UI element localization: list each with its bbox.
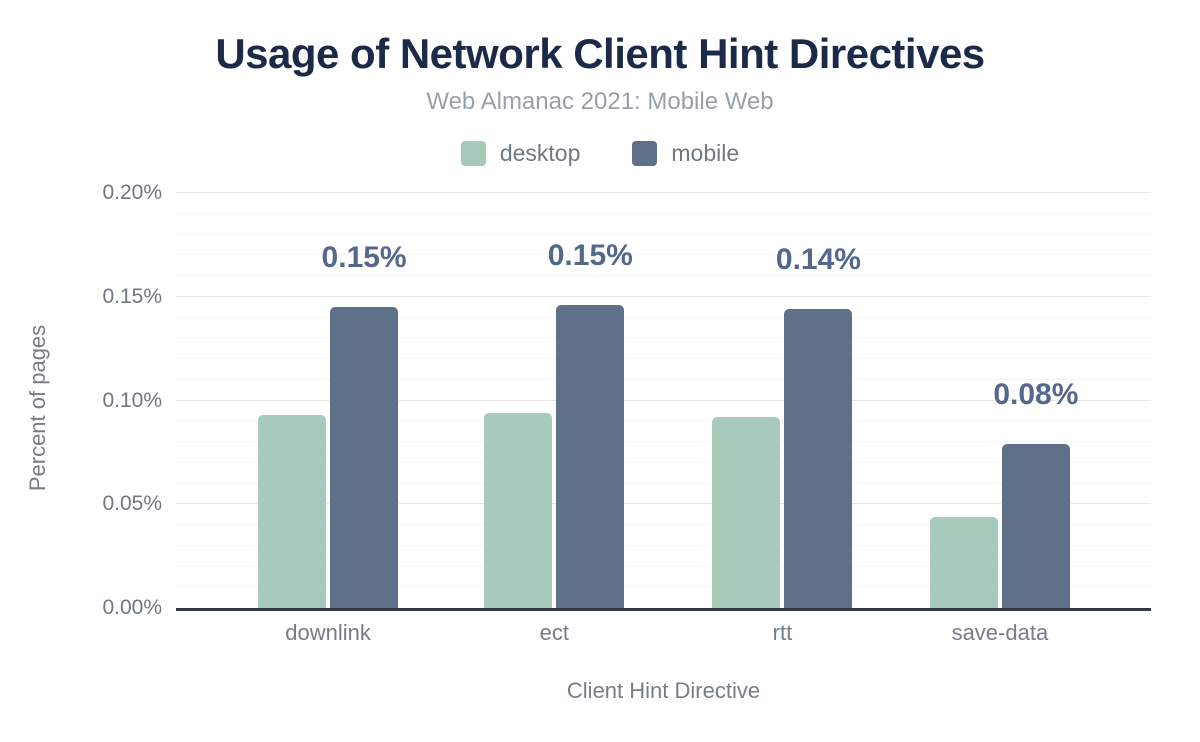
gridline (176, 316, 1151, 318)
legend-swatch-desktop-icon (460, 140, 486, 166)
bar-desktop-downlink[interactable] (258, 415, 327, 608)
y-tick-label: 0.00% (102, 596, 162, 619)
gridline (176, 461, 1151, 463)
bar-desktop-rtt[interactable] (712, 417, 781, 608)
gridline (176, 254, 1151, 256)
gridline (176, 482, 1151, 484)
legend: desktop mobile (0, 138, 1200, 168)
gridline (176, 192, 1151, 193)
y-tick-label: 0.05% (102, 492, 162, 516)
chart-title: Usage of Network Client Hint Directives (215, 30, 985, 77)
gridline (176, 358, 1151, 359)
bar-mobile-save-data[interactable] (1001, 444, 1070, 608)
bar-desktop-save-data[interactable] (929, 516, 998, 608)
gridline (176, 275, 1151, 276)
gridline (176, 420, 1151, 422)
legend-item-mobile[interactable]: mobile (632, 140, 739, 167)
plot-area: 0.15% 0.15% 0.14% 0.08% (176, 192, 1151, 611)
gridline (176, 503, 1151, 505)
value-label-mobile-save-data: 0.08% (993, 378, 1079, 412)
gridline (176, 441, 1151, 442)
x-tick-label-downlink: downlink (285, 620, 371, 645)
gridline (176, 233, 1151, 235)
gridline (176, 524, 1151, 525)
gridline (176, 565, 1151, 567)
x-axis-title: Client Hint Directive (566, 678, 761, 703)
legend-label-mobile: mobile (671, 139, 740, 166)
bar-desktop-ect[interactable] (484, 412, 553, 608)
legend-label-desktop: desktop (499, 139, 581, 166)
value-label-mobile-ect: 0.15% (547, 239, 633, 273)
bar-mobile-ect[interactable] (556, 305, 625, 608)
legend-item-desktop[interactable]: desktop (460, 139, 581, 167)
y-tick-label: 0.15% (102, 284, 162, 308)
y-tick-label: 0.20% (102, 181, 162, 204)
gridline (176, 399, 1151, 401)
x-tick-label-ect: ect (539, 620, 569, 645)
y-axis-title: Percent of pages (25, 324, 50, 492)
gridline (176, 544, 1151, 546)
gridline (176, 212, 1151, 214)
bar-mobile-downlink[interactable] (330, 307, 399, 608)
value-label-mobile-rtt: 0.14% (775, 243, 861, 277)
chart-subtitle: Web Almanac 2021: Mobile Web (426, 88, 774, 115)
gridline (176, 295, 1151, 297)
gridline (176, 337, 1151, 339)
value-label-mobile-downlink: 0.15% (321, 241, 407, 275)
gridline (176, 586, 1151, 588)
x-tick-label-rtt: rtt (772, 620, 793, 645)
y-tick-label: 0.10% (102, 388, 162, 412)
legend-swatch-mobile-icon (632, 140, 658, 166)
bar-mobile-rtt[interactable] (784, 309, 853, 608)
gridline (176, 378, 1151, 380)
x-tick-label-save-data: save-data (951, 620, 1049, 645)
